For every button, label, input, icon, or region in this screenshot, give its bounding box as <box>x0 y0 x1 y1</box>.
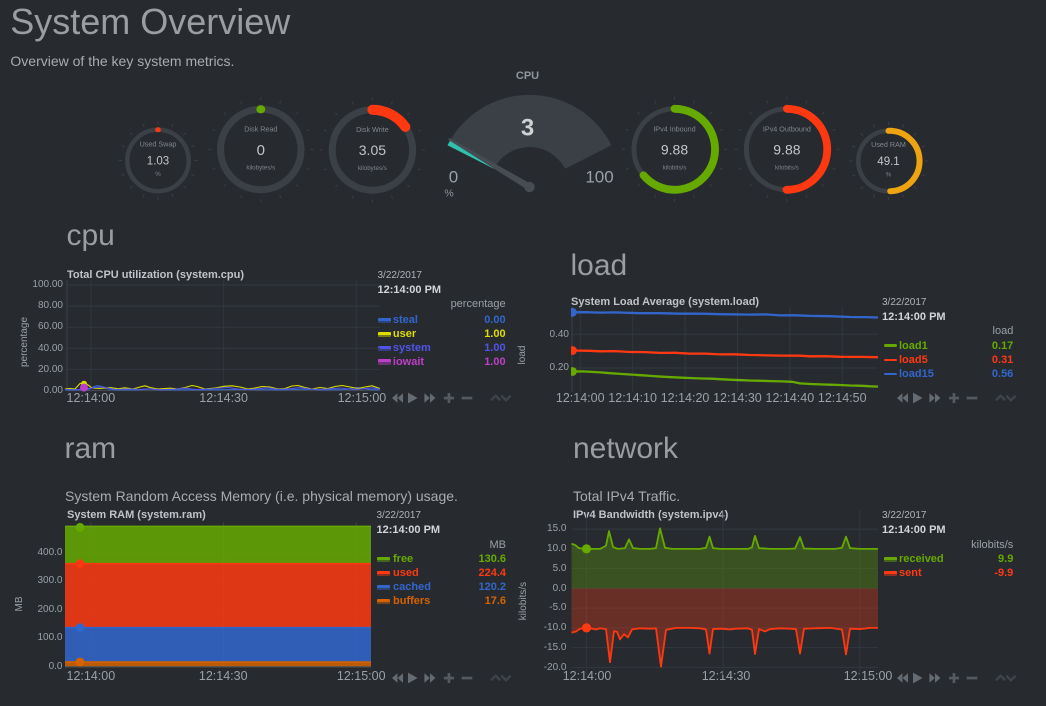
svg-text:9.88: 9.88 <box>661 141 688 157</box>
svg-text:kilobytes/s: kilobytes/s <box>358 165 387 172</box>
svg-text:%: % <box>444 188 453 200</box>
svg-text:100: 100 <box>585 168 613 187</box>
svg-text:kilobits/s: kilobits/s <box>775 164 799 171</box>
svg-text:Disk Read: Disk Read <box>244 125 277 134</box>
svg-text:Used Swap: Used Swap <box>140 140 177 149</box>
svg-text:kilobytes/s: kilobytes/s <box>246 165 275 172</box>
svg-text:Used RAM: Used RAM <box>871 140 906 149</box>
svg-text:3: 3 <box>521 115 534 142</box>
svg-text:3.05: 3.05 <box>359 142 386 158</box>
svg-text:9.88: 9.88 <box>773 141 800 157</box>
svg-text:CPU: CPU <box>516 70 539 82</box>
svg-text:%: % <box>886 172 892 179</box>
svg-text:%: % <box>155 171 161 178</box>
svg-text:Disk Write: Disk Write <box>356 125 389 134</box>
svg-text:0: 0 <box>449 168 458 187</box>
svg-text:IPv4 Outbound: IPv4 Outbound <box>763 124 811 133</box>
svg-text:1.03: 1.03 <box>147 156 169 168</box>
svg-text:49.1: 49.1 <box>877 156 899 168</box>
svg-text:kilobits/s: kilobits/s <box>663 164 687 171</box>
svg-text:IPv4 Inbound: IPv4 Inbound <box>653 124 695 133</box>
svg-text:0: 0 <box>257 142 265 159</box>
